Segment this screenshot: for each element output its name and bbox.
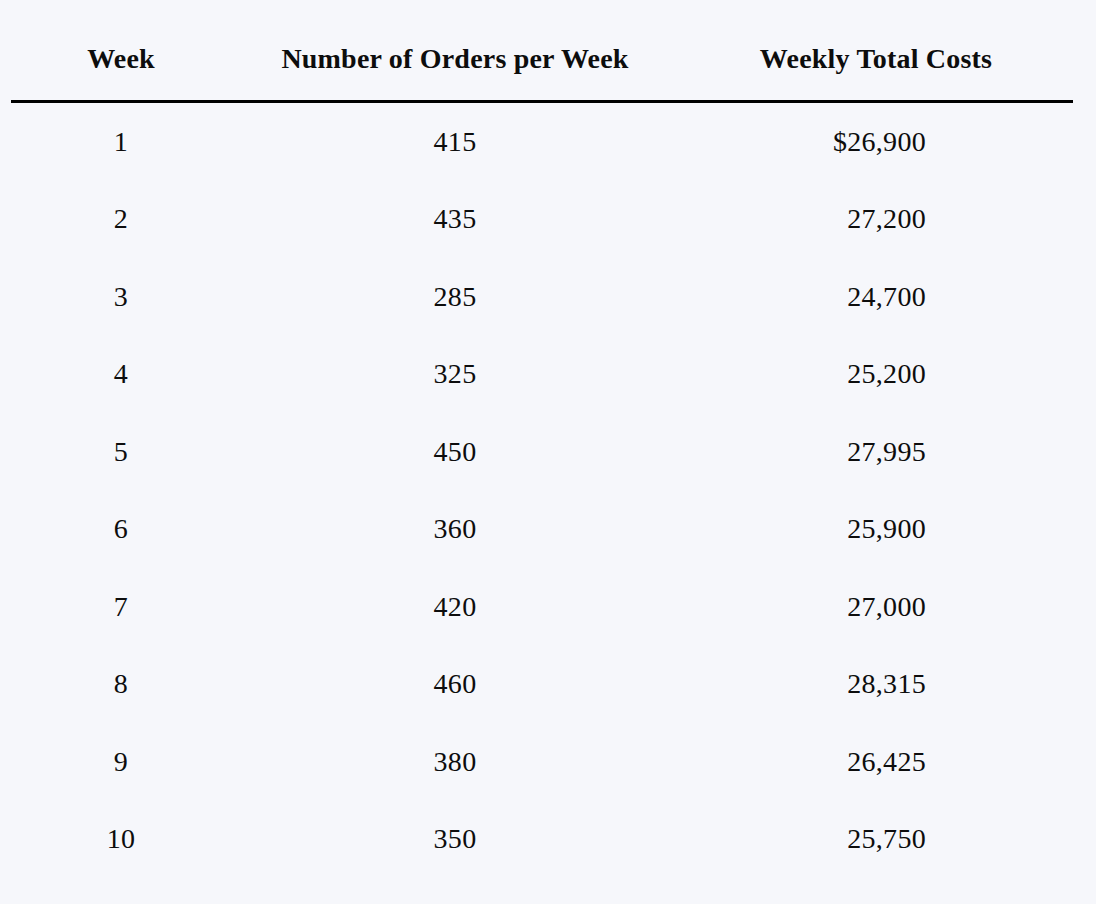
cell-week: 3 [11,281,231,313]
cell-week: 8 [11,668,231,700]
cell-week: 5 [11,436,231,468]
cell-orders: 420 [231,591,679,623]
table-row: 10 350 25,750 [11,801,1073,879]
cell-weekly-total-cost: 27,200 [679,203,1073,235]
cell-orders: 350 [231,823,679,855]
cell-orders: 325 [231,358,679,390]
table-row: 2 435 27,200 [11,181,1073,259]
table-row: 8 460 28,315 [11,646,1073,724]
cell-week: 6 [11,513,231,545]
cell-weekly-total-cost: 25,200 [679,358,1073,390]
column-header-weekly-total-costs: Weekly Total Costs [679,43,1073,75]
cell-week: 4 [11,358,231,390]
cell-week: 7 [11,591,231,623]
cell-weekly-total-cost: 26,425 [679,746,1073,778]
cell-orders: 450 [231,436,679,468]
cell-orders: 380 [231,746,679,778]
table-row: 9 380 26,425 [11,723,1073,801]
cell-week: 9 [11,746,231,778]
cell-weekly-total-cost: 24,700 [679,281,1073,313]
table-body: 1 415 $26,900 2 435 27,200 3 285 24,700 … [11,103,1073,878]
cell-orders: 435 [231,203,679,235]
table-row: 4 325 25,200 [11,336,1073,414]
cell-weekly-total-cost: 25,750 [679,823,1073,855]
column-header-orders-per-week: Number of Orders per Week [231,43,679,75]
table-row: 3 285 24,700 [11,258,1073,336]
cell-orders: 460 [231,668,679,700]
table-row: 5 450 27,995 [11,413,1073,491]
table-row: 1 415 $26,900 [11,103,1073,181]
cell-weekly-total-cost: 28,315 [679,668,1073,700]
cell-orders: 415 [231,126,679,158]
cell-week: 10 [11,823,231,855]
orders-costs-table: Week Number of Orders per Week Weekly To… [11,0,1073,878]
cell-orders: 360 [231,513,679,545]
column-header-week: Week [11,43,231,75]
cell-orders: 285 [231,281,679,313]
table-row: 7 420 27,000 [11,568,1073,646]
bottom-strip [0,904,1096,910]
table-header-row: Week Number of Orders per Week Weekly To… [11,0,1073,103]
cell-week: 1 [11,126,231,158]
cell-weekly-total-cost: 25,900 [679,513,1073,545]
cell-weekly-total-cost: 27,995 [679,436,1073,468]
cell-weekly-total-cost: 27,000 [679,591,1073,623]
cell-weekly-total-cost: $26,900 [679,126,1073,158]
table-row: 6 360 25,900 [11,491,1073,569]
cell-week: 2 [11,203,231,235]
